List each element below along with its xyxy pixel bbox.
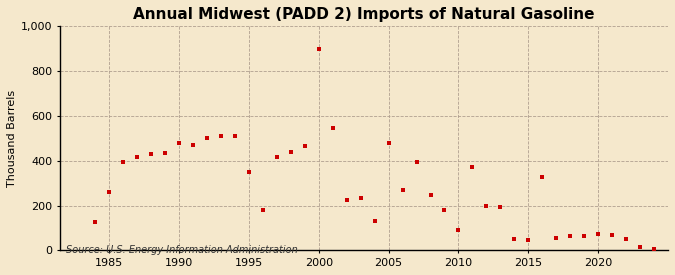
Point — [173, 141, 184, 145]
Point — [90, 220, 101, 225]
Point — [244, 170, 254, 174]
Point — [593, 231, 603, 236]
Point — [48, 248, 59, 253]
Point — [439, 208, 450, 212]
Point — [495, 204, 506, 209]
Point — [342, 198, 352, 202]
Point — [271, 155, 282, 160]
Point — [230, 134, 240, 138]
Point — [104, 190, 115, 194]
Point — [523, 238, 534, 243]
Point — [257, 208, 268, 212]
Point — [202, 136, 213, 140]
Point — [397, 188, 408, 192]
Point — [634, 245, 645, 249]
Text: Source: U.S. Energy Information Administration: Source: U.S. Energy Information Administ… — [66, 245, 298, 255]
Point — [160, 150, 171, 155]
Point — [117, 160, 128, 164]
Point — [537, 175, 547, 180]
Point — [565, 234, 576, 238]
Point — [313, 47, 324, 52]
Point — [551, 236, 562, 240]
Point — [188, 143, 198, 147]
Y-axis label: Thousand Barrels: Thousand Barrels — [7, 90, 17, 187]
Point — [327, 126, 338, 130]
Point — [481, 203, 492, 208]
Point — [621, 237, 632, 241]
Point — [453, 228, 464, 232]
Point — [383, 141, 394, 145]
Point — [467, 165, 478, 170]
Point — [355, 196, 366, 200]
Point — [132, 155, 142, 160]
Title: Annual Midwest (PADD 2) Imports of Natural Gasoline: Annual Midwest (PADD 2) Imports of Natur… — [134, 7, 595, 22]
Point — [411, 160, 422, 164]
Point — [369, 219, 380, 223]
Point — [286, 149, 296, 154]
Point — [607, 232, 618, 237]
Point — [649, 247, 659, 252]
Point — [146, 152, 157, 156]
Point — [579, 234, 590, 238]
Point — [425, 193, 436, 198]
Point — [509, 237, 520, 241]
Point — [300, 144, 310, 148]
Point — [215, 134, 226, 138]
